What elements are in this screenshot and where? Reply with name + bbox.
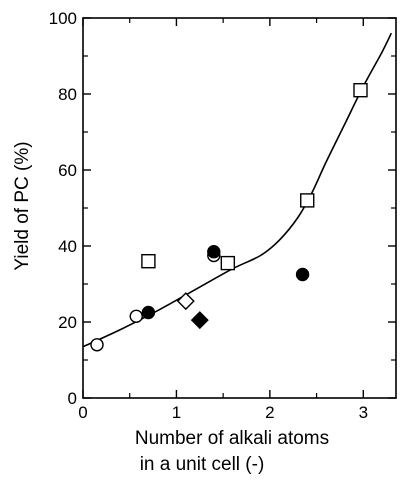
open-diamond-marker: [176, 292, 195, 311]
data-markers: [90, 82, 368, 352]
x-tick-label: 3: [359, 403, 368, 422]
fit-curve-group: [82, 32, 393, 348]
fit-curve: [82, 32, 393, 348]
y-axis-title: Yield of PC (%): [12, 141, 33, 270]
open-circle-marker: [90, 338, 104, 352]
y-tick-label: 60: [58, 161, 77, 180]
filled-circle-marker: [295, 267, 310, 282]
x-axis-title-line-1: Number of alkali atoms: [135, 428, 329, 449]
open-square-marker: [220, 255, 236, 271]
y-tick-label: 0: [68, 389, 77, 408]
x-axis-title-line-2: in a unit cell (-): [140, 454, 265, 475]
y-axis-ticks: 0 20 40 60 80 100: [49, 9, 396, 408]
y-tick-label: 100: [49, 9, 77, 28]
filled-circle-marker: [207, 244, 221, 259]
filled-circle-marker: [141, 305, 156, 320]
x-tick-label: 2: [265, 403, 274, 422]
open-square-marker: [141, 253, 156, 269]
y-tick-label: 40: [58, 237, 77, 256]
y-tick-label: 20: [58, 313, 77, 332]
x-tick-label: 1: [172, 403, 181, 422]
plot-frame: [82, 17, 397, 399]
open-circle-marker: [129, 309, 143, 323]
x-axis-ticks: 0 1 2 3: [78, 18, 368, 422]
y-tick-label: 80: [58, 85, 77, 104]
plot-border: [82, 17, 397, 399]
filled-diamond-marker: [190, 311, 209, 330]
x-tick-label: 0: [78, 403, 87, 422]
open-square-marker: [300, 193, 315, 208]
open-square-marker: [353, 82, 368, 98]
